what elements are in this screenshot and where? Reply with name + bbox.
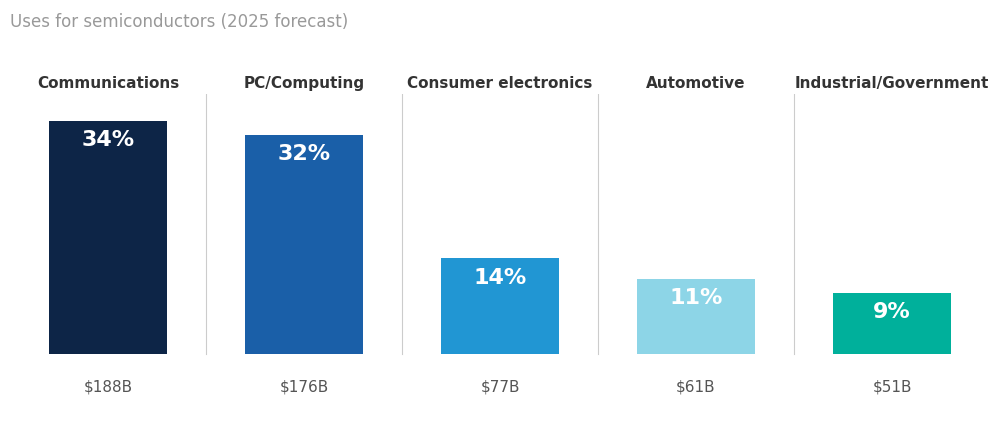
Text: 32%: 32%: [277, 144, 331, 164]
Text: $188B: $188B: [83, 378, 133, 393]
Text: Communications: Communications: [37, 76, 179, 91]
Text: $51B: $51B: [872, 378, 912, 393]
Text: Automotive: Automotive: [646, 76, 746, 91]
Text: 11%: 11%: [669, 288, 723, 307]
Bar: [441, 259, 559, 355]
Text: $77B: $77B: [480, 378, 520, 393]
Text: 9%: 9%: [873, 301, 911, 321]
Text: 34%: 34%: [81, 130, 135, 150]
Bar: [49, 122, 167, 355]
Bar: [637, 280, 755, 355]
Text: Consumer electronics: Consumer electronics: [407, 76, 593, 91]
Text: Industrial/Government: Industrial/Government: [795, 76, 989, 91]
Text: Uses for semiconductors (2025 forecast): Uses for semiconductors (2025 forecast): [10, 13, 348, 31]
Bar: [833, 293, 951, 355]
Text: PC/Computing: PC/Computing: [243, 76, 365, 91]
Text: $61B: $61B: [676, 378, 716, 393]
Bar: [245, 135, 363, 355]
Text: 14%: 14%: [473, 267, 527, 287]
Text: $176B: $176B: [279, 378, 329, 393]
